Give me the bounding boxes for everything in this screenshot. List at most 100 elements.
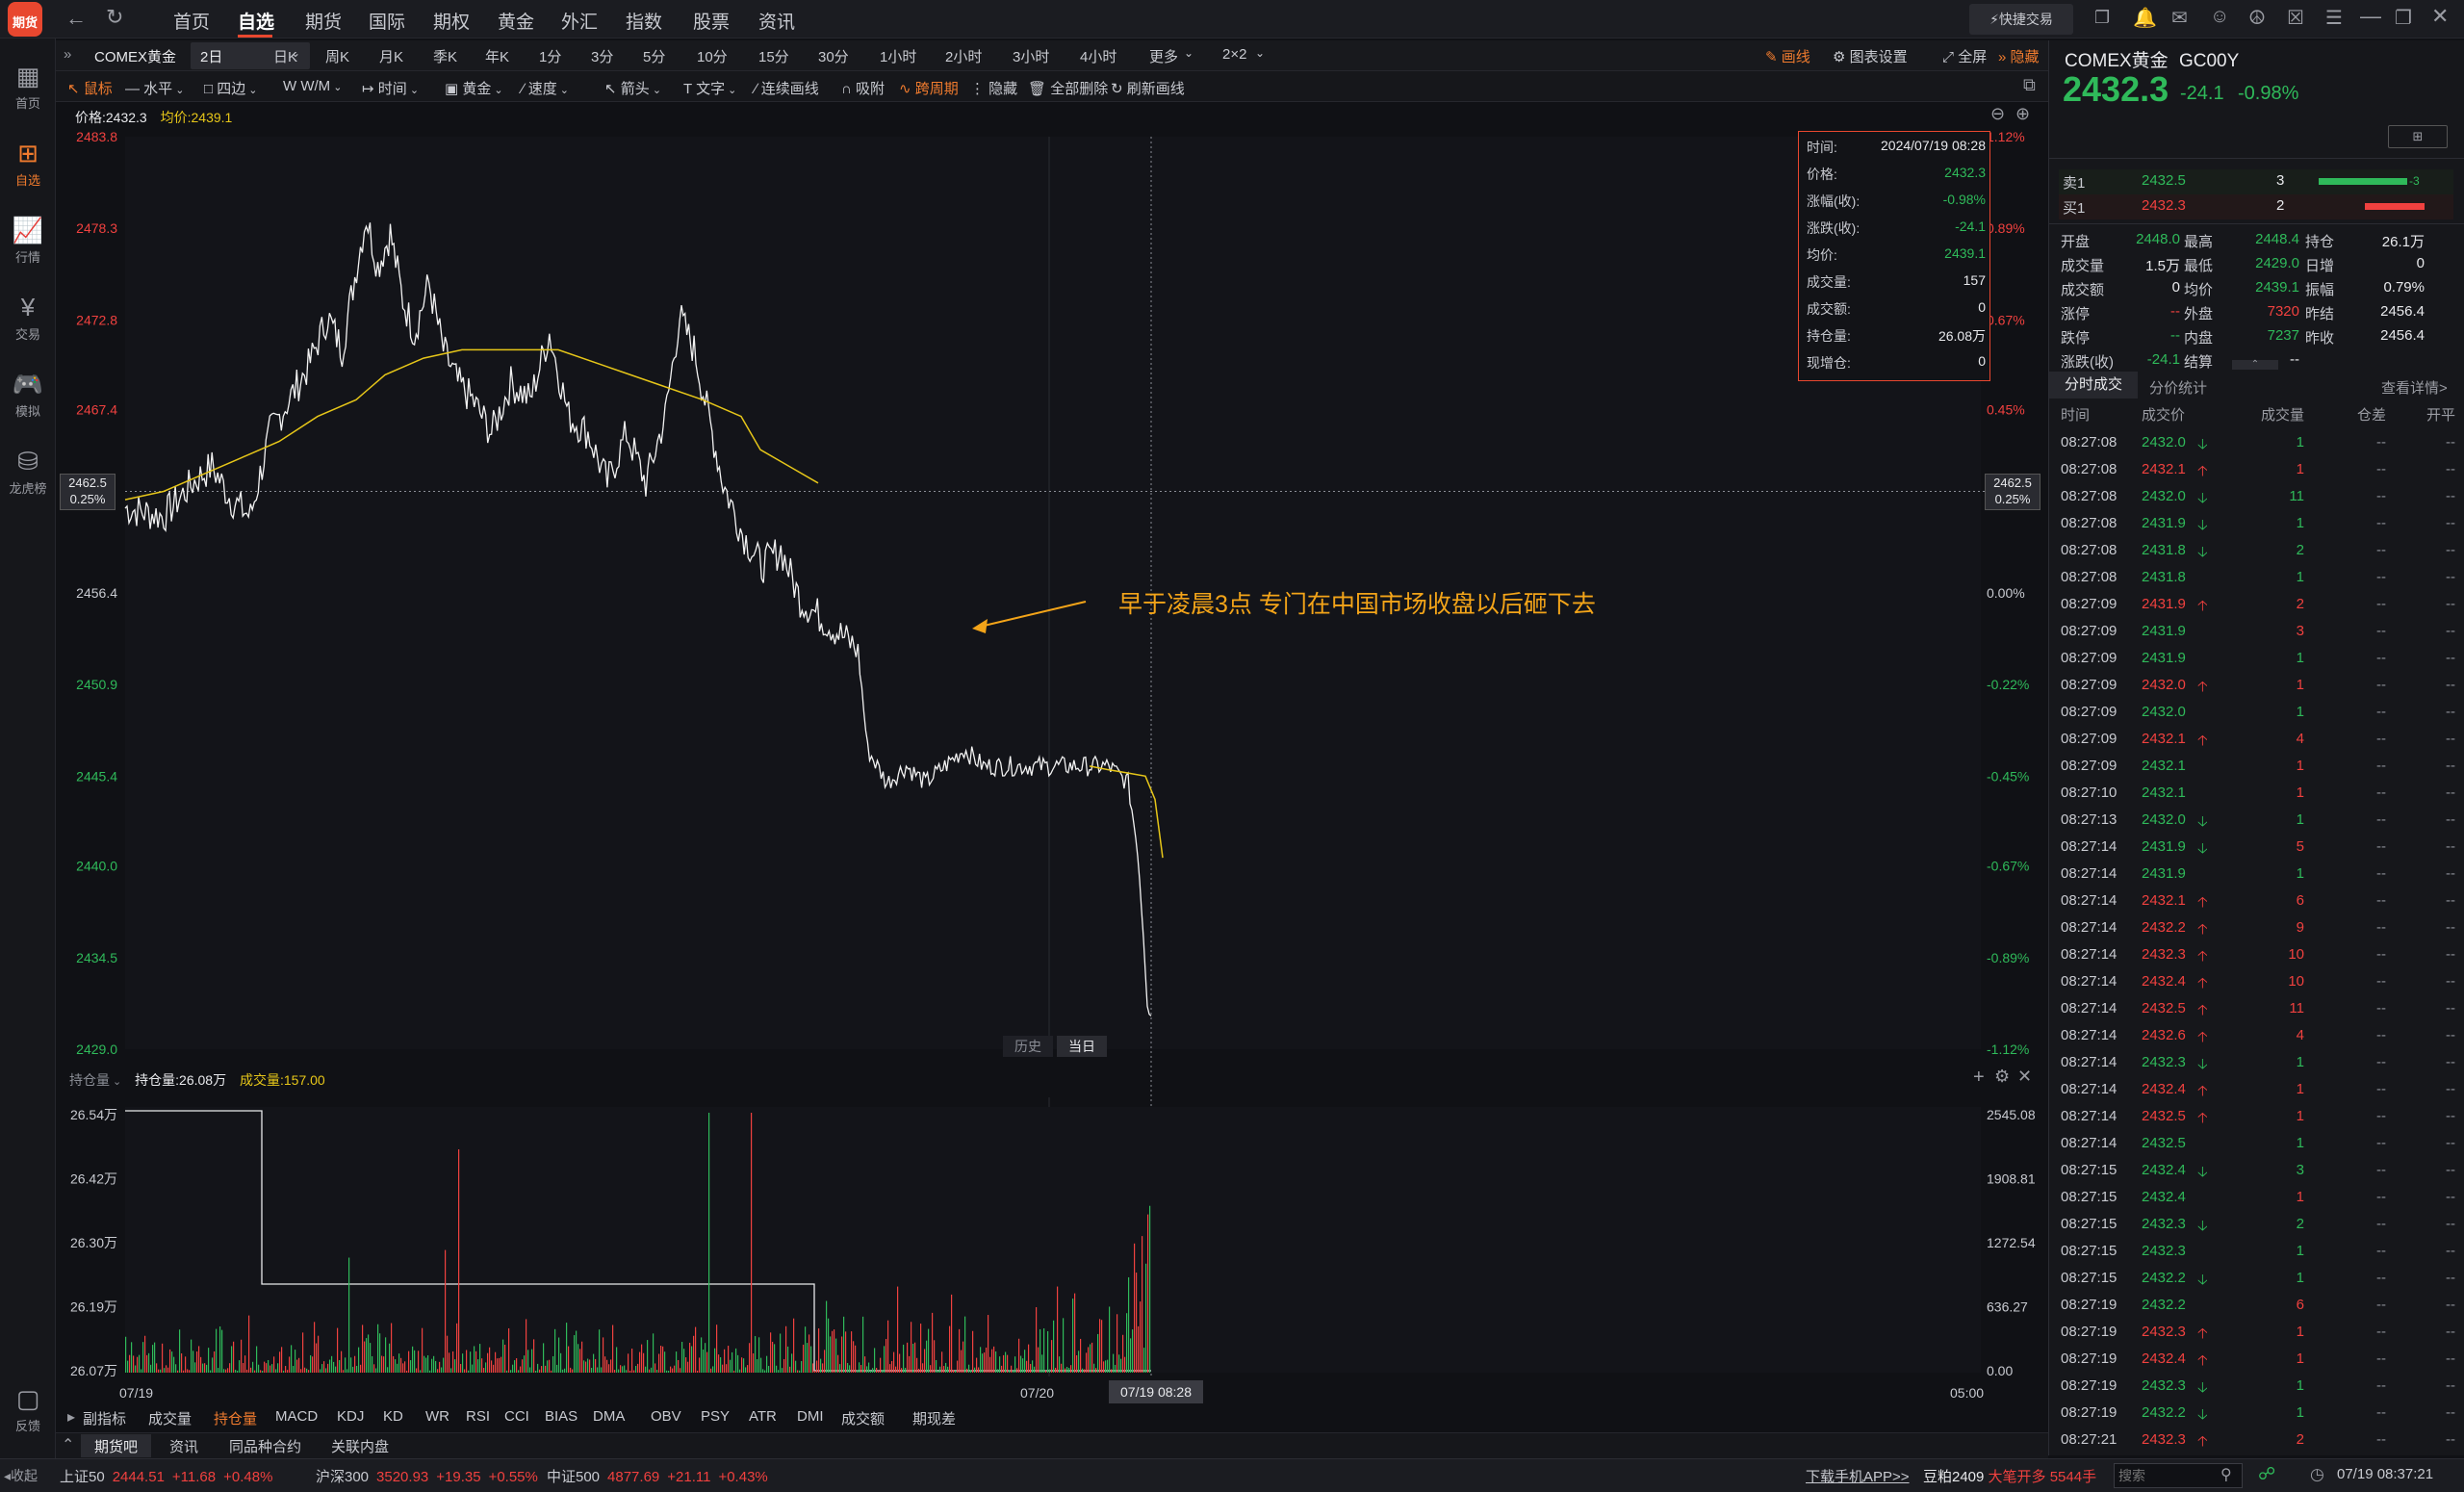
period-tab-16[interactable]: 2×2 ⌄ (1222, 46, 1266, 63)
view-details-link[interactable]: 查看详情> (2381, 380, 2448, 397)
sidebar-item-1[interactable]: ⊞ 自选 (0, 139, 56, 189)
trade-row[interactable]: 08:27:14 2432.4 🡡 1 -- -- (2061, 1078, 2455, 1104)
trade-row[interactable]: 08:27:21 2432.3 🡡 2 -- -- (2061, 1428, 2455, 1454)
zoom-in-icon[interactable]: ⊕ (2015, 104, 2031, 123)
indicator-tab-0[interactable]: 副指标 (83, 1411, 127, 1428)
app-logo[interactable]: 期货 (8, 2, 42, 37)
trade-row[interactable]: 08:27:10 2432.1 1 -- -- (2061, 782, 2455, 808)
tool-9[interactable]: ∕ 连续画线 (755, 78, 819, 98)
tool-1[interactable]: — 水平 ⌄ (125, 78, 184, 98)
trade-row[interactable]: 08:27:19 2432.2 6 -- -- (2061, 1294, 2455, 1320)
trade-row[interactable]: 08:27:14 2431.9 1 -- -- (2061, 862, 2455, 888)
indicator-tab-4[interactable]: KDJ (337, 1408, 365, 1425)
period-tab-5[interactable]: 1分 (539, 49, 562, 65)
trade-row[interactable]: 08:27:14 2432.5 🡡 1 -- -- (2061, 1105, 2455, 1131)
chart-settings-button[interactable]: ⚙ 图表设置 (1833, 46, 1908, 66)
tool-4[interactable]: ↦ 时间 ⌄ (362, 78, 419, 98)
period-tab-6[interactable]: 3分 (591, 49, 614, 65)
trade-row[interactable]: 08:27:19 2432.2 🡣 1 -- -- (2061, 1402, 2455, 1428)
menu-icon[interactable]: ☰ (2325, 8, 2343, 29)
indicator-tab-7[interactable]: RSI (466, 1408, 491, 1425)
price-chart[interactable]: 2483.8 1.12% 2478.3 0.89% 2472.8 0.67% 2467.4 0… (56, 102, 2048, 1440)
history-button[interactable]: 历史 (1003, 1036, 1053, 1057)
search-icon[interactable]: ⚲ (2220, 1467, 2232, 1483)
tab-trades[interactable]: 分时成交 (2049, 372, 2138, 399)
sidebar-item-5[interactable]: ⛁ 龙虎榜 (0, 447, 56, 497)
trade-row[interactable]: 08:27:14 2432.5 1 -- -- (2061, 1132, 2455, 1158)
close-window-icon[interactable]: ✕ (2431, 4, 2450, 28)
indicator-expand-icon[interactable]: ▸ (67, 1409, 76, 1426)
link-icon[interactable]: ☍ (2258, 1464, 2276, 1483)
tool-3[interactable]: W W/M ⌄ (283, 78, 342, 94)
sidebar-item-4[interactable]: 🎮 模拟 (0, 370, 56, 420)
tab-price-stats[interactable]: 分价统计 (2149, 380, 2208, 397)
zoom-out-icon[interactable]: ⊖ (1990, 104, 2006, 123)
add-to-watchlist-button[interactable]: ⊞ (2388, 125, 2448, 148)
trade-row[interactable]: 08:27:14 2432.1 🡡 6 -- -- (2061, 889, 2455, 915)
shirt-icon[interactable]: ☮ (2248, 8, 2266, 29)
trade-row[interactable]: 08:27:14 2432.5 🡡 11 -- -- (2061, 997, 2455, 1023)
nav-3[interactable]: 国际 (369, 13, 406, 33)
window-icon[interactable]: ❐ (2094, 8, 2111, 27)
indicator-tab-16[interactable]: 期现差 (912, 1411, 957, 1428)
trade-row[interactable]: 08:27:13 2432.0 🡣 1 -- -- (2061, 809, 2455, 835)
trade-row[interactable]: 08:27:09 2431.9 1 -- -- (2061, 647, 2455, 673)
period-tab-12[interactable]: 2小时 (945, 49, 983, 65)
index-ticker-1[interactable]: 沪深300 3520.93 +19.35 +0.55% (316, 1466, 538, 1486)
sidebar-item-3[interactable]: ¥ 交易 (0, 293, 56, 343)
search-box[interactable]: ⚲ (2114, 1463, 2243, 1488)
indicator-tab-1[interactable]: 成交量 (148, 1411, 192, 1428)
period-tab-9[interactable]: 15分 (758, 49, 789, 65)
fullscreen-button[interactable]: ⤢ 全屏 (1942, 46, 1987, 66)
nav-8[interactable]: 股票 (693, 13, 731, 33)
period-select[interactable]: 2日 ⌄ (191, 42, 310, 69)
trade-row[interactable]: 08:27:08 2431.8 🡣 2 -- -- (2061, 539, 2455, 565)
draw-button[interactable]: ✎ 画线 (1765, 46, 1810, 66)
indicator-tab-9[interactable]: BIAS (545, 1408, 578, 1425)
bell-icon[interactable]: 🔔 (2133, 8, 2157, 29)
bottom-tab-2[interactable]: 同品种合约 (229, 1439, 302, 1455)
nav-0[interactable]: 首页 (173, 13, 211, 33)
trade-row[interactable]: 08:27:08 2432.0 🡣 1 -- -- (2061, 431, 2455, 457)
trade-row[interactable]: 08:27:14 2432.6 🡡 4 -- -- (2061, 1024, 2455, 1050)
tool-7[interactable]: ↖ 箭头 ⌄ (604, 78, 661, 98)
trade-row[interactable]: 08:27:14 2432.2 🡡 9 -- -- (2061, 916, 2455, 942)
collapse-bottom-icon[interactable]: ⌃ (62, 1437, 75, 1453)
trade-row[interactable]: 08:27:14 2431.9 🡣 5 -- -- (2061, 836, 2455, 862)
trade-row[interactable]: 08:27:09 2432.0 🡡 1 -- -- (2061, 674, 2455, 700)
trade-row[interactable]: 08:27:08 2432.1 🡡 1 -- -- (2061, 458, 2455, 484)
trade-row[interactable]: 08:27:08 2432.0 🡣 11 -- -- (2061, 485, 2455, 511)
period-tab-13[interactable]: 3小时 (1013, 49, 1050, 65)
period-tab-7[interactable]: 5分 (643, 49, 666, 65)
trade-row[interactable]: 08:27:14 2432.4 🡡 10 -- -- (2061, 970, 2455, 996)
trade-row[interactable]: 08:27:09 2431.9 3 -- -- (2061, 620, 2455, 646)
indicator-tab-6[interactable]: WR (425, 1408, 449, 1425)
indicator-tab-8[interactable]: CCI (504, 1408, 529, 1425)
nav-1[interactable]: 自选 (238, 8, 274, 38)
collapse-button[interactable]: ◂收起 (4, 1468, 38, 1483)
user-icon[interactable]: ☺ (2210, 6, 2230, 27)
indicator-tab-5[interactable]: KD (383, 1408, 403, 1425)
expand-icon[interactable]: » (64, 46, 72, 63)
period-tab-4[interactable]: 年K (485, 49, 510, 65)
trade-row[interactable]: 08:27:19 2432.4 🡡 1 -- -- (2061, 1348, 2455, 1374)
mail-icon[interactable]: ✉ (2171, 8, 2188, 29)
trade-row[interactable]: 08:27:09 2432.0 1 -- -- (2061, 701, 2455, 727)
today-button[interactable]: 当日 (1057, 1036, 1107, 1057)
period-tab-14[interactable]: 4小时 (1080, 49, 1117, 65)
download-app-link[interactable]: 下载手机APP>> (1806, 1469, 1910, 1485)
trade-row[interactable]: 08:27:15 2432.4 🡣 3 -- -- (2061, 1159, 2455, 1185)
back-icon[interactable]: ← (65, 6, 87, 30)
nav-2[interactable]: 期货 (305, 13, 343, 33)
add-indicator-icon[interactable]: + (1973, 1067, 1985, 1088)
index-ticker-2[interactable]: 中证500 4877.69 +21.11 +0.43% (547, 1466, 768, 1486)
period-tab-15[interactable]: 更多 ⌄ (1149, 46, 1194, 65)
trade-row[interactable]: 08:27:09 2431.9 🡡 2 -- -- (2061, 593, 2455, 619)
indicator-tab-3[interactable]: MACD (275, 1408, 319, 1425)
trade-row[interactable]: 08:27:15 2432.2 🡣 1 -- -- (2061, 1267, 2455, 1293)
restore-icon[interactable]: ❐ (2395, 8, 2412, 29)
index-ticker-0[interactable]: 上证50 2444.51 +11.68 +0.48% (60, 1466, 272, 1486)
trade-row[interactable]: 08:27:19 2432.3 🡡 1 -- -- (2061, 1321, 2455, 1347)
tool-0[interactable]: ↖ 鼠标 (67, 78, 113, 98)
indicator-tab-14[interactable]: DMI (797, 1408, 824, 1425)
